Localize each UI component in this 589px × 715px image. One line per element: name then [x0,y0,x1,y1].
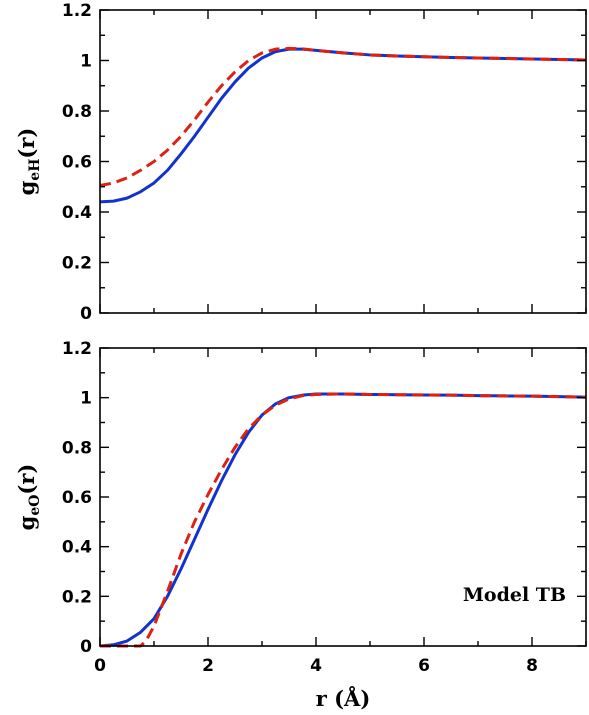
y-tick-label: 1.2 [62,1,92,21]
x-tick-label: 2 [202,656,214,676]
y-tick-label: 0 [80,637,92,657]
y-tick-label: 1 [80,389,92,409]
y-tick-label: 0.6 [62,153,92,173]
x-tick-label: 8 [526,656,538,676]
y-tick-label: 0.2 [62,587,92,607]
bottom-panel-chart: 0 2 4 6 8 0 0.2 0.4 0.6 0.8 1 1.2 geO(r) r (Å) Model T… [14,339,587,711]
y-tick-label: 0.4 [62,538,92,558]
y-axis-title: geO(r) [14,464,43,531]
y-tick-label: 1 [80,52,92,72]
x-tick-label: 6 [418,656,430,676]
solid-series-line [99,392,587,648]
dashed-series-line [100,392,587,648]
model-annotation: Model TB [463,584,566,606]
y-tick-label: 0.6 [62,488,92,508]
solid-series-line [99,47,587,204]
y-tick-label: 1.2 [62,339,92,359]
dashed-series-line [99,46,587,187]
y-tick-label: 0.8 [62,102,92,122]
y-tick-label: 0.8 [62,438,92,458]
top-panel-chart: 0 0.2 0.4 0.6 0.8 1 1.2 geH(r) [14,1,587,324]
y-tick-label: 0.4 [62,203,92,223]
x-tick-label: 4 [310,656,322,676]
y-tick-label: 0.2 [62,254,92,274]
y-axis-title: geH(r) [14,128,43,196]
y-tick-label: 0 [80,304,92,324]
x-tick-label: 0 [94,656,106,676]
x-axis-title: r (Å) [316,686,371,711]
